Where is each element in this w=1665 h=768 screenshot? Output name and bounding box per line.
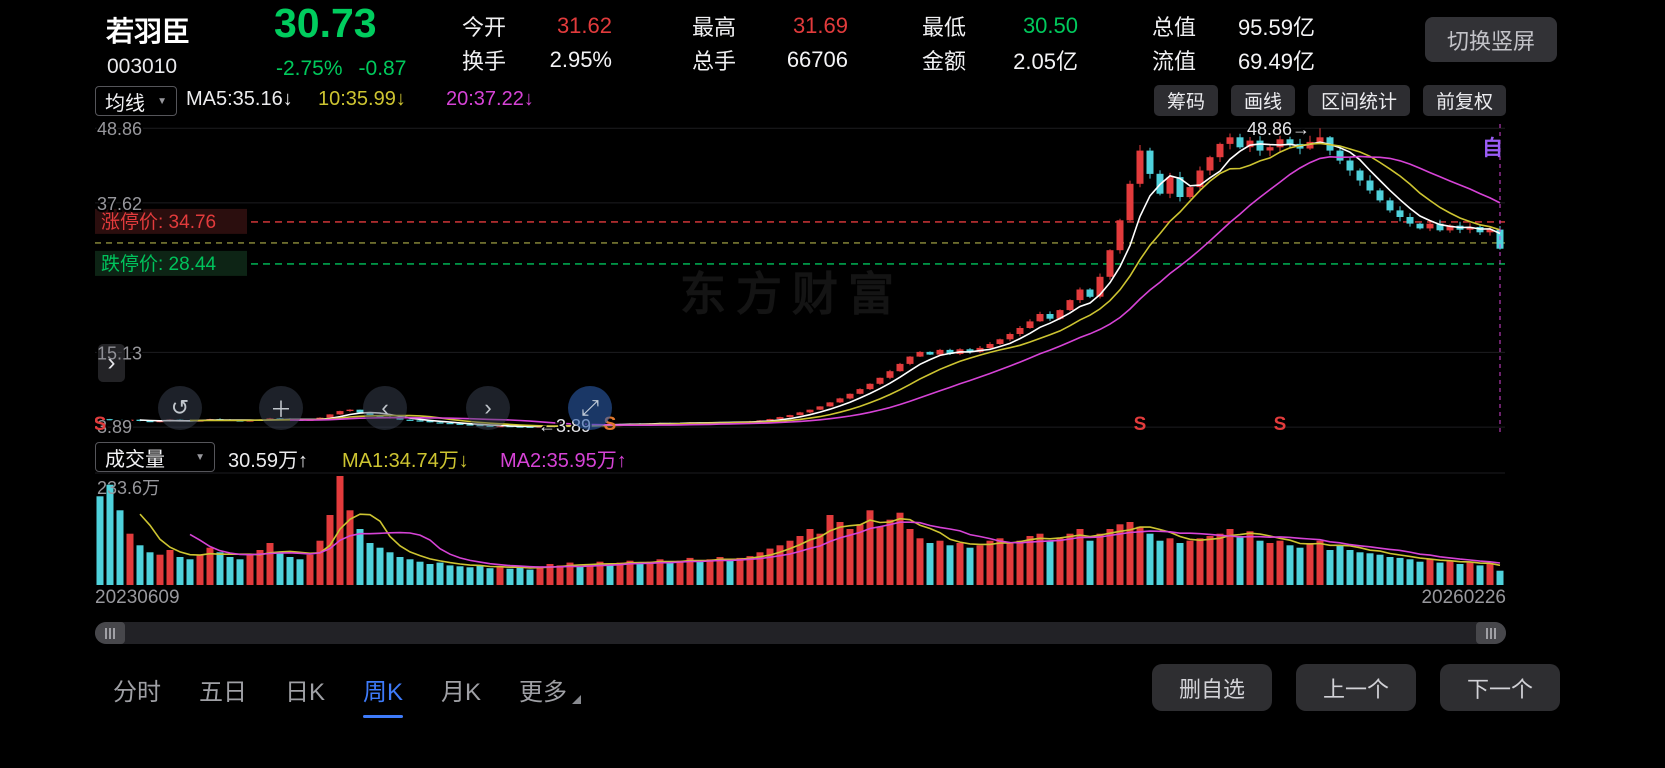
stat-row: 金额 2.05亿 [922, 46, 1078, 74]
stat-row: 最高 31.69 [692, 12, 848, 40]
ma5-value: MA5:35.16↓ [186, 88, 293, 110]
remove-watchlist-button[interactable]: 删自选 [1151, 664, 1272, 711]
stat-value: 31.62 [556, 12, 612, 38]
dropdown-label: 成交量 [105, 448, 165, 471]
current-price: 30.73 [274, 0, 377, 46]
change-value: -0.87 [358, 57, 407, 80]
stat-label: 最高 [692, 14, 737, 40]
tab-monthly-k[interactable]: 月K [441, 679, 482, 706]
chevron-left-icon: ‹ [381, 395, 389, 420]
price-change: -2.75% -0.87 [276, 57, 406, 81]
undo-icon: ↺ [170, 395, 190, 420]
dropdown-label: 均线 [105, 92, 145, 115]
stat-column-high-lots: 最高 31.69 总手 66706 [692, 12, 848, 74]
tab-more-label: 更多 [519, 679, 568, 706]
chart-scrollbar[interactable] [95, 622, 1506, 644]
overlay-back-button[interactable]: ‹ [363, 386, 407, 430]
stat-value: 2.95% [549, 46, 612, 72]
change-percent: -2.75% [276, 57, 343, 80]
draw-line-button[interactable]: 画线 [1230, 85, 1295, 116]
tab-five-day[interactable]: 五日 [199, 679, 247, 706]
stat-label: 今开 [462, 14, 507, 40]
stat-column-cap: 总值 95.59亿 流值 69.49亿 [1152, 12, 1315, 74]
scrollbar-left-handle[interactable] [95, 622, 125, 644]
volume-current: 30.59万↑ [228, 450, 309, 472]
watchlist-badge: 自 [1482, 137, 1503, 160]
stat-row: 流值 69.49亿 [1152, 46, 1315, 74]
svg-text:涨停价: 34.76: 涨停价: 34.76 [101, 211, 216, 233]
stat-label: 总值 [1152, 14, 1197, 40]
stock-code: 003010 [107, 55, 178, 78]
scrollbar-right-handle[interactable] [1476, 622, 1506, 644]
previous-stock-button[interactable]: 上一个 [1295, 664, 1416, 711]
chevron-down-icon: ▼ [157, 95, 167, 107]
ma20-value: 20:37.22↓ [446, 88, 534, 110]
svg-text:37.62: 37.62 [97, 194, 142, 214]
period-tabs: 分时 五日 日K 周K 月K 更多 [113, 672, 582, 707]
volume-chart[interactable]: 233.6万 [95, 472, 1505, 585]
stat-row: 总值 95.59亿 [1152, 12, 1315, 40]
svg-text:S: S [95, 414, 106, 435]
ma-indicator-dropdown[interactable]: 均线 ▼ [95, 86, 177, 116]
volume-indicator-dropdown[interactable]: 成交量 ▼ [95, 442, 215, 472]
tab-more[interactable]: 更多 [519, 672, 582, 707]
range-stats-button[interactable]: 区间统计 [1307, 85, 1410, 116]
tab-daily-k[interactable]: 日K [285, 679, 326, 706]
chart-tool-buttons: 筹码 画线 区间统计 前复权 [1153, 85, 1506, 116]
plus-icon: ＋ [269, 397, 292, 422]
resize-icon: ⤢ [581, 395, 599, 420]
stat-label: 总手 [692, 48, 737, 74]
stat-label: 最低 [922, 14, 967, 40]
chevron-down-icon: ▼ [195, 451, 205, 463]
rotate-screen-button[interactable]: 切换竖屏 [1424, 17, 1557, 62]
overlay-resize-button[interactable]: ⤢ [568, 386, 612, 430]
date-end: 20260226 [1421, 587, 1506, 608]
stat-value: 66706 [786, 46, 848, 72]
stat-label: 金额 [922, 48, 967, 74]
stat-row: 今开 31.62 [462, 12, 612, 40]
next-stock-button[interactable]: 下一个 [1439, 664, 1560, 711]
stat-value: 95.59亿 [1237, 14, 1315, 40]
stat-column-low-amount: 最低 30.50 金额 2.05亿 [922, 12, 1078, 74]
watermark: 东方财富 [680, 268, 904, 320]
stat-row: 总手 66706 [692, 46, 848, 74]
svg-text:3.89: 3.89 [97, 417, 132, 435]
adjust-mode-button[interactable]: 前复权 [1422, 85, 1506, 116]
overlay-forward-button[interactable]: › [466, 386, 510, 430]
svg-text:48.86: 48.86 [97, 119, 142, 139]
chevron-right-icon: › [484, 395, 492, 420]
date-start: 20230609 [95, 587, 180, 608]
expand-panel-button[interactable]: › [98, 344, 125, 382]
stat-label: 换手 [462, 48, 507, 74]
stat-row: 换手 2.95% [462, 46, 612, 74]
ma10-value: 10:35.99↓ [318, 88, 406, 110]
stat-value: 31.69 [792, 12, 848, 38]
chips-button[interactable]: 筹码 [1153, 85, 1218, 116]
more-caret-icon [572, 695, 582, 704]
overlay-undo-button[interactable]: ↺ [158, 386, 202, 430]
volume-axis-max: 233.6万 [97, 478, 161, 498]
stock-name: 若羽臣 [106, 16, 191, 47]
stat-column-open-turnover: 今开 31.62 换手 2.95% [462, 12, 612, 74]
stat-value: 30.50 [1022, 12, 1078, 38]
stat-row: 最低 30.50 [922, 12, 1078, 40]
tab-intraday[interactable]: 分时 [113, 679, 161, 706]
volume-ma2: MA2:35.95万↑ [500, 450, 627, 472]
svg-text:S: S [1274, 414, 1287, 435]
candlestick-chart[interactable]: 东方财富 涨停价: 34.76 跌停价: 28.44 48.86 37.62 15.13… [95, 118, 1505, 435]
svg-text:15.13: 15.13 [97, 343, 142, 363]
stat-label: 流值 [1152, 48, 1197, 74]
stat-value: 2.05亿 [1013, 48, 1078, 74]
tab-weekly-k[interactable]: 周K [363, 672, 403, 707]
stat-value: 69.49亿 [1237, 48, 1315, 74]
svg-text:S: S [1134, 414, 1147, 435]
svg-text:跌停价: 28.44: 跌停价: 28.44 [101, 253, 217, 275]
stock-nav-actions: 删自选 上一个 下一个 [1151, 664, 1560, 711]
overlay-add-button[interactable]: ＋ [259, 386, 303, 430]
volume-ma1: MA1:34.74万↓ [342, 450, 469, 472]
volume-plot [95, 472, 1505, 585]
svg-text:48.86→: 48.86→ [1247, 119, 1310, 139]
